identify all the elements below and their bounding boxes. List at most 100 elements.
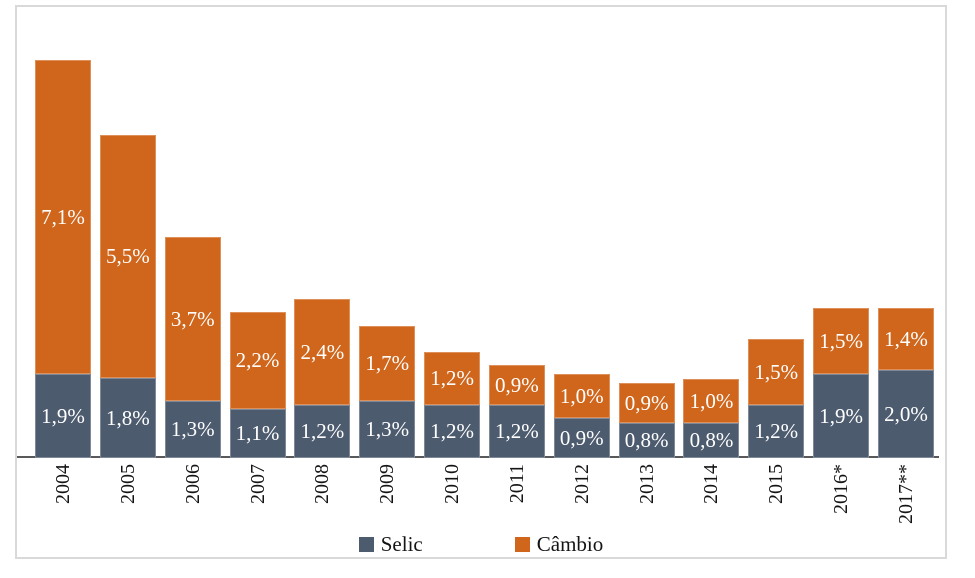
x-tick-label: 2005 — [116, 464, 139, 504]
x-axis-labels: 2004 2005 2006 2007 2008 2009 2010 2011 2012 2013… — [17, 458, 945, 532]
cambio-segment: 1,4% — [877, 308, 934, 370]
segment-label: 1,0% — [559, 383, 604, 408]
segment-label: 3,7% — [170, 306, 215, 331]
x-tick-label: 2008 — [311, 464, 334, 504]
bar-column: 1,5% 1,9% — [813, 308, 870, 458]
selic-segment: 1,2% — [294, 405, 351, 458]
x-tick-cell: 2016* — [813, 458, 869, 532]
segment-label: 1,2% — [430, 366, 474, 390]
segment-label: 1,7% — [365, 351, 410, 375]
segment-label: 2,4% — [300, 339, 345, 364]
x-tick-cell: 2010 — [424, 458, 480, 532]
segment-label: 1,8% — [105, 405, 150, 430]
segment-label: 7,1% — [41, 204, 85, 229]
cambio-segment: 2,2% — [229, 312, 286, 409]
segment-label: 1,9% — [819, 403, 863, 428]
x-tick-label: 2006 — [181, 464, 204, 504]
x-tick-cell: 2006 — [165, 458, 221, 532]
bar-column: 0,9% 0,8% — [618, 383, 675, 458]
x-tick-cell: 2004 — [35, 458, 91, 532]
cambio-segment: 0,9% — [618, 383, 675, 423]
legend-item-cmbio: Câmbio — [514, 532, 604, 556]
bar-column: 1,4% 2,0% — [877, 308, 934, 458]
segment-label: 1,5% — [754, 359, 799, 384]
legend-swatch-icon — [358, 537, 374, 552]
bar-column: 5,5% 1,8% — [99, 135, 156, 458]
x-tick-cell: 2007 — [230, 458, 286, 532]
bar-column: 1,0% 0,9% — [553, 374, 610, 458]
cambio-segment: 7,1% — [35, 60, 91, 374]
legend-label: Câmbio — [536, 532, 604, 556]
segment-label: 2,0% — [884, 401, 928, 426]
chart-frame: 7,1% 1,9% 5,5% 1,8% 3,7% 1,3% 2,2% 1,1% 2,4% 1,2%… — [15, 5, 947, 559]
segment-label: 0,9% — [624, 390, 669, 415]
x-tick-label: 2012 — [570, 464, 593, 504]
segment-label: 0,9% — [495, 372, 539, 397]
x-tick-label: 2014 — [700, 464, 723, 504]
segment-label: 1,3% — [170, 417, 215, 441]
cambio-segment: 1,7% — [359, 326, 416, 401]
legend-swatch-icon — [514, 537, 530, 552]
selic-segment: 1,2% — [424, 405, 481, 458]
x-tick-label: 2010 — [441, 464, 464, 504]
selic-segment: 1,3% — [164, 401, 221, 458]
x-tick-cell: 2008 — [294, 458, 350, 532]
x-tick-cell: 2012 — [554, 458, 610, 532]
selic-segment: 0,8% — [618, 423, 675, 458]
selic-segment: 1,9% — [813, 374, 870, 458]
selic-segment: 0,8% — [683, 423, 740, 458]
cambio-segment: 1,0% — [683, 379, 740, 423]
bar-column: 1,7% 1,3% — [359, 326, 416, 458]
x-tick-cell: 2005 — [100, 458, 156, 532]
bar-column: 1,5% 1,2% — [748, 339, 805, 458]
cambio-segment: 1,0% — [553, 374, 610, 418]
cambio-segment: 0,9% — [488, 365, 545, 405]
cambio-segment: 1,5% — [748, 339, 805, 405]
x-tick-label: 2015 — [765, 464, 788, 504]
segment-label: 0,9% — [559, 425, 604, 450]
bar-column: 7,1% 1,9% — [35, 60, 91, 458]
segment-label: 1,2% — [430, 419, 474, 443]
x-tick-cell: 2015 — [748, 458, 804, 532]
segment-label: 1,0% — [689, 388, 734, 413]
segment-label: 1,4% — [884, 326, 928, 351]
selic-segment: 1,2% — [488, 405, 545, 458]
x-tick-cell: 2009 — [359, 458, 415, 532]
bar-column: 2,4% 1,2% — [294, 299, 351, 458]
x-tick-label: 2016* — [830, 464, 853, 514]
x-tick-label: 2007 — [246, 464, 269, 504]
segment-label: 0,8% — [689, 428, 734, 452]
x-tick-label: 2009 — [376, 464, 399, 504]
segment-label: 1,3% — [365, 417, 410, 441]
selic-segment: 1,8% — [99, 378, 156, 458]
bar-column: 0,9% 1,2% — [488, 365, 545, 458]
cambio-segment: 1,2% — [424, 352, 481, 405]
selic-segment: 1,3% — [359, 401, 416, 458]
cambio-segment: 3,7% — [164, 237, 221, 401]
bar-column: 2,2% 1,1% — [229, 312, 286, 458]
segment-label: 1,2% — [754, 419, 799, 443]
segment-label: 1,2% — [300, 419, 345, 443]
x-tick-cell: 2013 — [619, 458, 675, 532]
x-tick-label: 2004 — [52, 464, 74, 504]
selic-segment: 2,0% — [877, 370, 934, 458]
segment-label: 0,8% — [624, 428, 669, 452]
legend-label: Selic — [380, 532, 423, 556]
selic-segment: 1,9% — [35, 374, 91, 458]
x-tick-cell: 2011 — [489, 458, 545, 532]
plot-area: 7,1% 1,9% 5,5% 1,8% 3,7% 1,3% 2,2% 1,1% 2,4% 1,2%… — [17, 7, 945, 458]
cambio-segment: 5,5% — [99, 135, 156, 378]
x-tick-label: 2011 — [505, 464, 528, 504]
segment-label: 1,1% — [235, 421, 280, 445]
segment-label: 1,2% — [495, 419, 539, 443]
x-tick-label: 2013 — [635, 464, 658, 504]
selic-segment: 1,1% — [229, 409, 286, 458]
legend-item-selic: Selic — [358, 532, 423, 556]
cambio-segment: 2,4% — [294, 299, 351, 405]
selic-segment: 1,2% — [748, 405, 805, 458]
bar-column: 3,7% 1,3% — [164, 237, 221, 458]
segment-label: 5,5% — [105, 244, 150, 268]
segment-label: 1,5% — [819, 328, 863, 353]
x-tick-cell: 2014 — [683, 458, 739, 532]
legend: Selic Câmbio — [17, 534, 945, 555]
